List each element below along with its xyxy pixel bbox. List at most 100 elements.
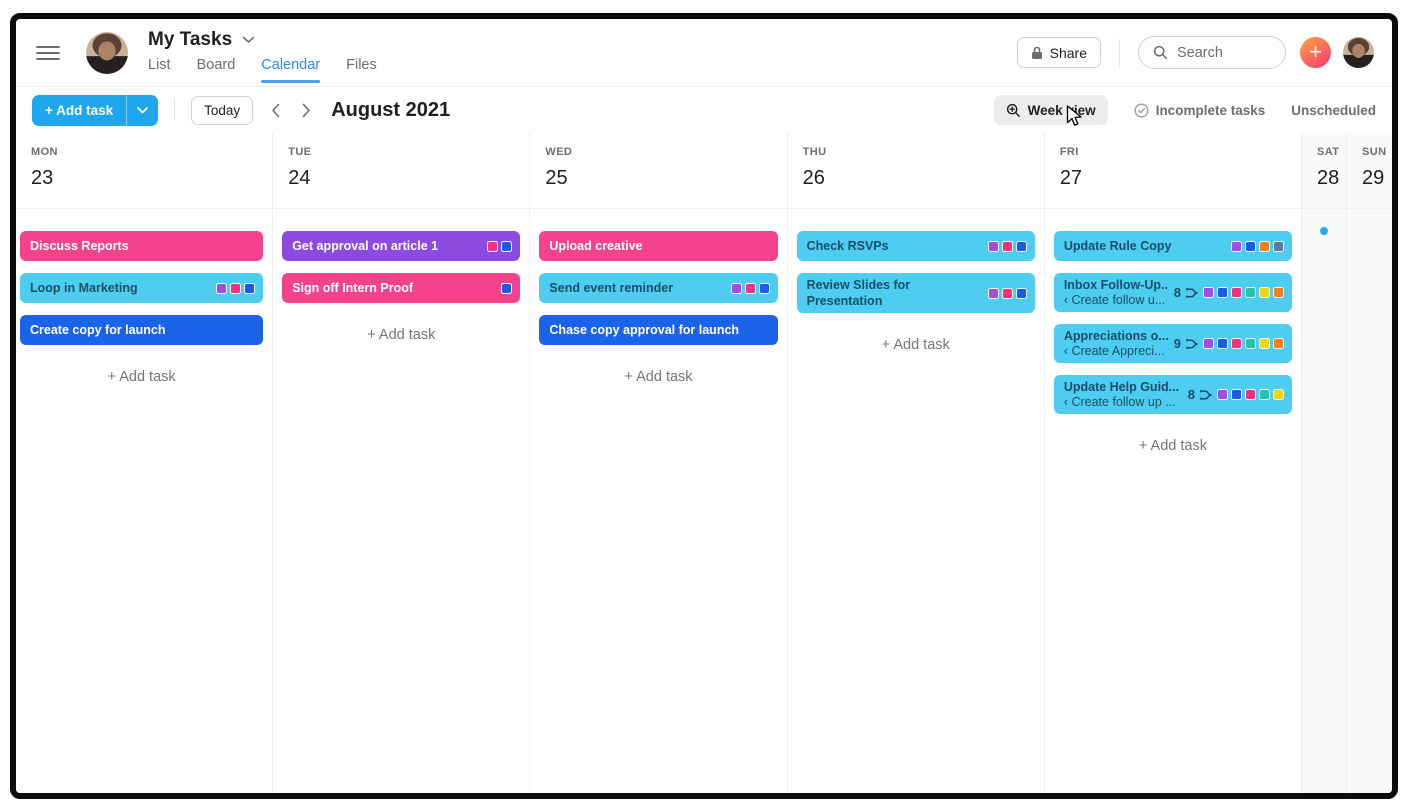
- task-card[interactable]: Appreciations o... ‹ Create Appreci... 9: [1053, 324, 1293, 363]
- tag-squares: [1203, 287, 1285, 298]
- task-card[interactable]: Loop in Marketing: [20, 273, 264, 303]
- task-card[interactable]: Sign off Intern Proof: [282, 273, 521, 303]
- tab-calendar[interactable]: Calendar: [261, 57, 320, 83]
- tag-square-blue: [1015, 240, 1027, 252]
- day-date: 26: [802, 167, 825, 189]
- task-card[interactable]: Create copy for launch: [20, 315, 264, 345]
- add-task-link[interactable]: + Add task: [367, 327, 436, 343]
- check-circle-icon: [1134, 102, 1149, 118]
- next-week-chevron-icon[interactable]: [298, 99, 315, 122]
- tag-square-blue: [758, 282, 770, 294]
- add-task-caret-icon[interactable]: [126, 94, 158, 126]
- unscheduled-toggle[interactable]: Unscheduled: [1291, 103, 1376, 118]
- task-card[interactable]: Check RSVPs: [796, 231, 1035, 261]
- day-date: 25: [545, 167, 568, 189]
- add-task-link[interactable]: + Add task: [107, 369, 176, 385]
- day-name: WED: [545, 146, 573, 158]
- chevron-down-icon[interactable]: [242, 36, 255, 44]
- task-card[interactable]: Inbox Follow-Up... ‹ Create follow u... …: [1053, 273, 1293, 312]
- tag-squares: [501, 282, 513, 294]
- tag-squares: [1217, 389, 1285, 400]
- tab-list[interactable]: List: [148, 56, 171, 73]
- tag-square-purple: [1203, 287, 1215, 298]
- task-text: Send event reminder: [549, 280, 673, 296]
- divider: [1119, 38, 1120, 67]
- tag-square-blue: [501, 282, 513, 294]
- tag-square-slate: [1273, 240, 1285, 252]
- user-avatar[interactable]: [1343, 37, 1374, 68]
- omni-plus-button[interactable]: +: [1300, 37, 1331, 68]
- task-card[interactable]: Upload creative: [539, 231, 778, 261]
- task-text: Sign off Intern Proof: [292, 280, 413, 296]
- add-task-link[interactable]: + Add task: [881, 337, 950, 353]
- tag-squares: [730, 282, 770, 294]
- zoom-in-icon: [1006, 103, 1021, 118]
- tag-squares: [987, 240, 1027, 252]
- subtask-count: 9: [1173, 336, 1182, 351]
- task-card[interactable]: Discuss Reports: [20, 231, 264, 261]
- share-label: Share: [1049, 44, 1087, 61]
- collapsed-task-dot[interactable]: [1320, 227, 1329, 235]
- day-task-list: Get approval on article 1 Sign off Inter…: [273, 209, 529, 793]
- hamburger-menu-icon[interactable]: [36, 45, 60, 60]
- add-task-link[interactable]: + Add task: [1138, 438, 1207, 454]
- tag-square-blue: [1231, 389, 1243, 400]
- tag-square-teal: [1245, 287, 1257, 298]
- task-text: Update Rule Copy: [1064, 238, 1172, 254]
- tag-squares: [487, 240, 513, 252]
- prev-week-chevron-icon[interactable]: [267, 99, 284, 122]
- tag-square-orange: [1259, 240, 1271, 252]
- tag-square-pink: [1245, 389, 1257, 400]
- tag-square-blue: [244, 282, 256, 294]
- tag-square-teal: [1245, 338, 1257, 349]
- task-title: Create copy for launch: [30, 323, 166, 337]
- top-bar: My Tasks List Board Calendar Files Share: [16, 19, 1392, 87]
- task-meta: [501, 282, 513, 294]
- add-task-link[interactable]: + Add task: [624, 369, 693, 385]
- tag-squares: [987, 287, 1027, 299]
- task-text: Upload creative: [549, 238, 642, 254]
- day-header: THU 26: [787, 133, 1044, 209]
- task-card[interactable]: Update Rule Copy: [1053, 231, 1293, 261]
- day-column-mon: MON 23 Discuss Reports Loop in Marketing…: [16, 133, 274, 793]
- task-card[interactable]: Send event reminder: [539, 273, 778, 303]
- tag-square-purple: [730, 282, 742, 294]
- search-bar[interactable]: [1138, 36, 1286, 69]
- task-title: Appreciations o...: [1063, 329, 1168, 343]
- tag-square-orange: [1273, 338, 1285, 349]
- tag-square-blue: [501, 240, 513, 252]
- project-avatar[interactable]: [86, 31, 128, 74]
- today-button[interactable]: Today: [191, 95, 254, 125]
- task-text: Update Help Guid... ‹ Create follow up .…: [1064, 379, 1179, 410]
- tab-files[interactable]: Files: [346, 56, 377, 73]
- week-view-button[interactable]: Week view: [993, 95, 1108, 125]
- search-input[interactable]: [1177, 44, 1267, 61]
- task-card[interactable]: Chase copy approval for launch: [539, 315, 778, 345]
- tag-square-blue: [1015, 287, 1027, 299]
- tab-board[interactable]: Board: [196, 56, 236, 73]
- topbar-right: Share +: [1016, 36, 1374, 69]
- subtask-icon: [1199, 388, 1213, 402]
- subtask-count: 8: [1187, 387, 1196, 402]
- calendar-toolbar: + Add task Today August 2021 Week view: [16, 87, 1392, 133]
- day-date: 23: [31, 167, 54, 189]
- task-card[interactable]: Review Slides for Presentation: [796, 273, 1035, 313]
- day-name: TUE: [288, 146, 312, 158]
- add-task-button[interactable]: + Add task: [45, 102, 114, 118]
- task-subtitle: ‹ Create Appreci...: [1063, 344, 1165, 358]
- day-header: WED 25: [530, 133, 787, 209]
- share-button[interactable]: Share: [1016, 37, 1101, 68]
- task-card[interactable]: Update Help Guid... ‹ Create follow up .…: [1053, 375, 1293, 414]
- task-text: Discuss Reports: [30, 238, 129, 254]
- tag-squares: [1203, 338, 1285, 349]
- add-task-split-button[interactable]: + Add task: [32, 94, 159, 126]
- task-text: Inbox Follow-Up... ‹ Create follow u...: [1064, 277, 1168, 308]
- task-text: Appreciations o... ‹ Create Appreci...: [1064, 328, 1168, 359]
- incomplete-tasks-filter[interactable]: Incomplete tasks: [1134, 102, 1265, 118]
- day-task-list: [1302, 209, 1346, 793]
- day-name: SUN: [1362, 146, 1387, 158]
- tag-squares: [216, 282, 256, 294]
- day-column-tue: TUE 24 Get approval on article 1 Sign of…: [273, 133, 531, 793]
- tag-square-yellow: [1259, 338, 1271, 349]
- task-card[interactable]: Get approval on article 1: [282, 231, 521, 261]
